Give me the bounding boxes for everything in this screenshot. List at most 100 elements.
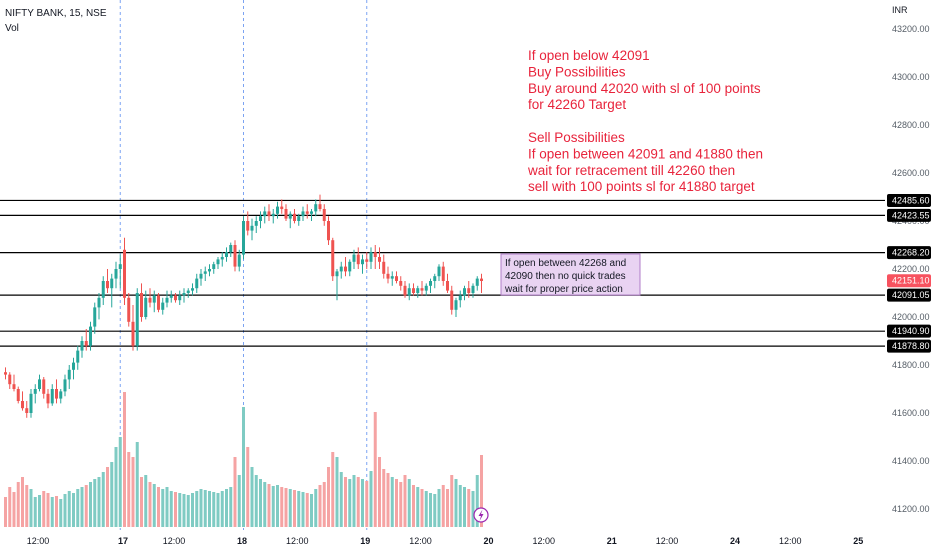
candle[interactable] <box>467 281 471 298</box>
candle[interactable] <box>135 288 139 351</box>
candle[interactable] <box>369 247 373 269</box>
candle[interactable] <box>297 213 301 226</box>
candle[interactable] <box>250 218 254 241</box>
candle[interactable] <box>322 204 326 226</box>
candle[interactable] <box>433 273 437 289</box>
candle[interactable] <box>127 293 131 327</box>
candle[interactable] <box>123 237 126 305</box>
candle[interactable] <box>186 288 190 298</box>
candle[interactable] <box>208 264 211 277</box>
volume-indicator-label[interactable]: Vol <box>5 23 19 34</box>
candle[interactable] <box>276 201 279 219</box>
lightning-icon[interactable] <box>473 507 489 523</box>
candle[interactable] <box>21 391 24 411</box>
candle[interactable] <box>305 204 309 219</box>
candle[interactable] <box>148 288 152 308</box>
candle[interactable] <box>424 283 428 296</box>
candles[interactable] <box>4 194 483 418</box>
candle[interactable] <box>267 204 271 221</box>
candle[interactable] <box>80 336 84 358</box>
candle[interactable] <box>293 209 296 224</box>
candle[interactable] <box>339 261 343 279</box>
candle[interactable] <box>420 281 424 296</box>
candle[interactable] <box>195 273 199 293</box>
candle[interactable] <box>29 389 33 418</box>
candle[interactable] <box>446 273 449 293</box>
candle[interactable] <box>46 389 50 409</box>
candle[interactable] <box>437 264 441 281</box>
candle[interactable] <box>182 288 186 303</box>
candle[interactable] <box>4 367 7 380</box>
candle[interactable] <box>144 290 148 320</box>
level-price-tag[interactable]: 42485.60 <box>887 193 931 207</box>
candle[interactable] <box>454 297 458 317</box>
candle[interactable] <box>72 357 75 380</box>
candle[interactable] <box>118 254 122 289</box>
candle[interactable] <box>25 401 29 418</box>
candle[interactable] <box>157 293 160 313</box>
candle[interactable] <box>259 211 262 229</box>
candle[interactable] <box>471 283 475 298</box>
candle[interactable] <box>463 285 466 301</box>
candle[interactable] <box>242 216 245 260</box>
candle[interactable] <box>365 252 369 269</box>
candle[interactable] <box>55 379 58 404</box>
candle[interactable] <box>441 261 445 286</box>
candle[interactable] <box>314 199 318 217</box>
candle[interactable] <box>50 384 54 406</box>
candle[interactable] <box>220 252 224 267</box>
candle[interactable] <box>33 384 37 404</box>
candle[interactable] <box>140 283 143 322</box>
candle[interactable] <box>378 247 381 269</box>
candle[interactable] <box>152 290 156 313</box>
candle[interactable] <box>114 261 118 289</box>
candle[interactable] <box>356 247 360 269</box>
candle[interactable] <box>254 216 258 233</box>
candle[interactable] <box>199 269 203 286</box>
candle[interactable] <box>212 261 216 274</box>
candle[interactable] <box>237 249 241 272</box>
candle[interactable] <box>59 389 63 404</box>
candle[interactable] <box>246 211 250 236</box>
candle[interactable] <box>395 271 398 284</box>
candle[interactable] <box>390 271 394 286</box>
candle[interactable] <box>84 329 88 351</box>
candle[interactable] <box>106 269 109 293</box>
candle[interactable] <box>93 302 97 334</box>
candle[interactable] <box>429 278 432 293</box>
candle[interactable] <box>475 276 479 291</box>
last-price-tag[interactable]: 42151.10 <box>887 274 931 288</box>
level-price-tag[interactable]: 42268.20 <box>887 246 931 260</box>
candle[interactable] <box>16 386 20 404</box>
candle[interactable] <box>335 269 339 301</box>
candle[interactable] <box>101 276 105 305</box>
candle[interactable] <box>216 257 220 269</box>
candle[interactable] <box>263 206 267 224</box>
candle[interactable] <box>407 283 411 301</box>
candle[interactable] <box>450 285 454 315</box>
candle[interactable] <box>458 290 462 308</box>
candle[interactable] <box>280 199 284 214</box>
note-box[interactable]: If open between 42268 and 42090 then no … <box>500 253 641 296</box>
candle[interactable] <box>89 321 92 351</box>
candle[interactable] <box>38 374 41 392</box>
candle[interactable] <box>161 297 165 315</box>
candle[interactable] <box>373 245 377 269</box>
candle[interactable] <box>348 259 352 277</box>
candle[interactable] <box>310 209 313 221</box>
candle[interactable] <box>97 293 101 320</box>
candle[interactable] <box>386 266 390 284</box>
level-price-tag[interactable]: 42423.55 <box>887 208 931 222</box>
price-axis[interactable]: 41200.00 41400.00 41600.00 41800.00 42000.00… <box>887 24 931 514</box>
candle[interactable] <box>318 194 322 212</box>
candle[interactable] <box>76 345 80 370</box>
candle[interactable] <box>174 293 177 303</box>
candle[interactable] <box>327 216 330 245</box>
candle[interactable] <box>416 285 420 298</box>
candle[interactable] <box>169 290 173 303</box>
candle[interactable] <box>331 237 335 281</box>
candle[interactable] <box>480 273 483 293</box>
candle[interactable] <box>344 257 347 277</box>
